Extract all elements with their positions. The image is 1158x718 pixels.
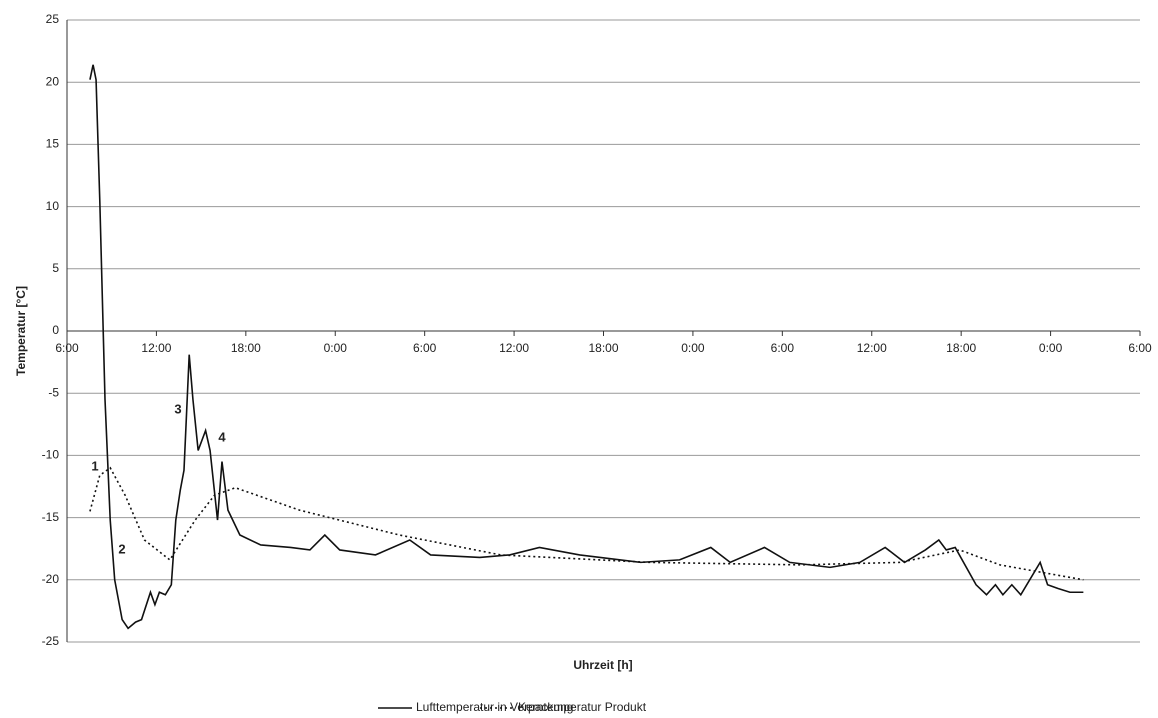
y-tick-label: 20	[46, 74, 60, 88]
y-tick-label: 5	[52, 261, 59, 275]
y-tick-label: 0	[52, 323, 59, 337]
legend-label: Lufttemperatur in Verpackung	[416, 700, 573, 714]
y-tick-label: -15	[42, 510, 60, 524]
y-tick-label: 15	[46, 137, 60, 151]
y-tick-label: 25	[46, 12, 60, 26]
x-tick-label: 6:00	[413, 341, 437, 355]
series-line	[89, 64, 1084, 630]
x-tick-label: 18:00	[231, 341, 261, 355]
y-tick-label: 10	[46, 199, 60, 213]
y-tick-label: -25	[42, 634, 60, 648]
x-tick-label: 6:00	[771, 341, 795, 355]
x-axis-title: Uhrzeit [h]	[573, 658, 632, 672]
x-tick-label: 6:00	[1128, 341, 1152, 355]
annotation: 2	[118, 541, 125, 556]
annotation: 3	[174, 401, 181, 416]
x-tick-label: 12:00	[141, 341, 171, 355]
series-line	[89, 466, 1084, 581]
y-tick-label: -10	[42, 448, 60, 462]
x-tick-label: 0:00	[324, 341, 348, 355]
x-tick-label: 18:00	[946, 341, 976, 355]
y-tick-label: -5	[48, 385, 59, 399]
x-tick-label: 18:00	[588, 341, 618, 355]
x-tick-label: 12:00	[499, 341, 529, 355]
annotation: 4	[218, 429, 226, 444]
y-tick-label: -20	[42, 572, 60, 586]
legend-label: Kerntemperatur Produkt	[518, 700, 647, 714]
annotation: 1	[91, 458, 98, 473]
x-tick-label: 12:00	[857, 341, 887, 355]
x-tick-label: 0:00	[1039, 341, 1063, 355]
x-tick-label: 6:00	[55, 341, 79, 355]
x-tick-label: 0:00	[681, 341, 705, 355]
y-axis-title: Temperatur [°C]	[14, 286, 28, 376]
